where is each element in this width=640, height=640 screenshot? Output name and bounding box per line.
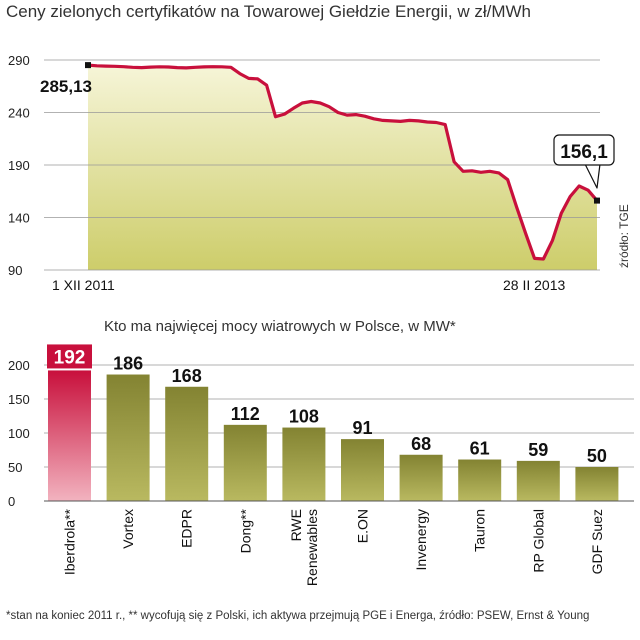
end-value-marker [594,197,600,204]
bar-y-tick-label: 0 [8,494,15,509]
x-end-label: 28 II 2013 [503,277,565,293]
bar [575,467,619,501]
price-y-tick-label: 290 [8,53,30,68]
bar [48,370,91,501]
bar-category-label: Iberdrola** [62,508,78,575]
start-value-marker [85,62,91,69]
bar-value-badge [47,344,92,369]
price-y-tick-label: 240 [8,106,30,121]
bar-value-label: 192 [54,347,86,368]
price-chart-title: Ceny zielonych certyfikatów na Towarowej… [6,2,531,21]
bar-category-label: Tauron [472,509,488,552]
bar [223,424,267,501]
footnote: *stan na koniec 2011 r., ** wycofują się… [6,610,590,622]
bar-category-label: Renewables [304,509,320,586]
end-value-callout-box [553,134,615,166]
bar-value-label: 108 [289,407,319,427]
bar-category-label: Dong** [237,508,253,553]
bar-chart-title: Kto ma najwięcej mocy wiatrowych w Polsc… [104,318,456,335]
bar [516,460,560,501]
bar-category-label: RWE [288,509,304,541]
bar-value-label: 59 [528,440,548,460]
bar-category-label: Invenergy [413,509,429,570]
bar-value-label: 50 [587,446,607,466]
end-value-label: 156,1 [560,142,608,163]
bar-value-label: 91 [352,418,372,438]
start-value-label: 285,13 [40,77,92,96]
bar-y-tick-label: 100 [8,426,30,441]
bar-value-label: 186 [113,354,143,374]
bar-value-label: 112 [231,404,260,424]
bar [399,454,443,501]
bar-category-label: Vortex [120,509,136,549]
bar-value-label: 61 [470,439,490,459]
bar-category-label: E.ON [355,509,371,543]
bar [458,459,502,501]
bar-y-tick-label: 50 [8,460,22,475]
bar [341,439,384,501]
bar-y-tick-label: 150 [8,392,30,407]
bar-y-tick-label: 200 [8,358,30,373]
price-y-tick-label: 190 [8,158,30,173]
wind-capacity-bar-chart: 0 50 100 150 200 192 Iberdrola** 186 Vortex 168 ED… [8,344,634,586]
price-y-tick-label: 140 [8,211,30,226]
price-line-chart: 90 140 190 240 290 285,13 156,1 1 XII 2011 28 II… [8,53,631,293]
price-area-fill [88,65,597,270]
bar-category-label: EDPR [179,509,195,548]
price-source-label: źródło: TGE [617,204,631,268]
bar [106,374,150,501]
x-start-label: 1 XII 2011 [52,277,115,293]
bar-category-label: RP Global [530,509,546,573]
price-series-line [86,63,599,261]
bar [165,386,209,501]
price-y-tick-label: 90 [8,263,22,278]
bar [282,427,326,501]
bar-value-label: 68 [411,434,431,454]
bar-category-label: GDF Suez [589,509,605,574]
bar-value-label: 168 [172,366,202,386]
